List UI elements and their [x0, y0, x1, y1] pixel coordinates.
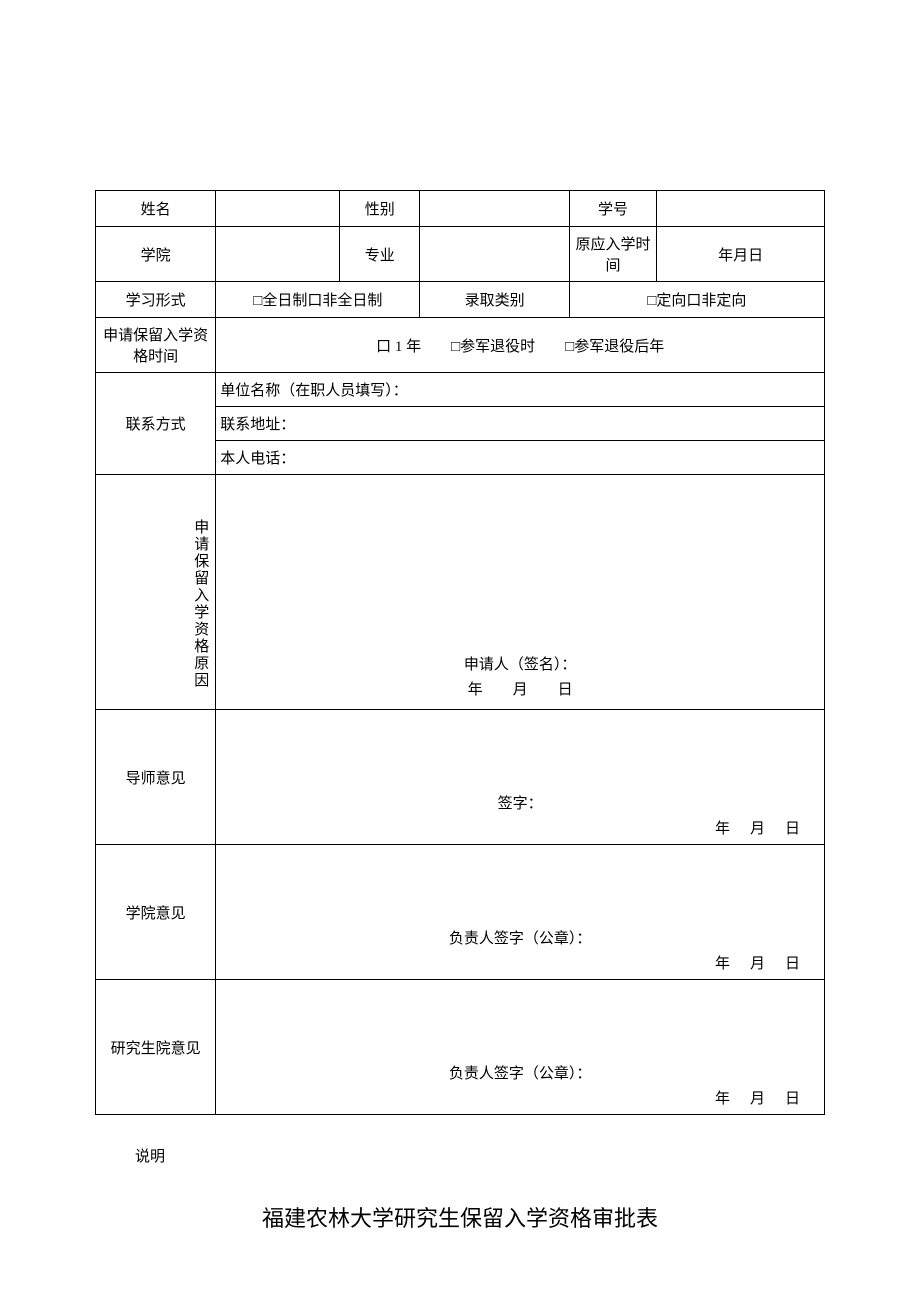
field-unit-name[interactable]: 单位名称（在职人员填写）：: [216, 373, 825, 407]
field-grad-opinion[interactable]: 负责人签字（公章）： 年月日: [216, 980, 825, 1115]
field-reason[interactable]: 申请人（签名）： 年 月 日: [216, 475, 825, 710]
form-title: 福建农林大学研究生保留入学资格审批表: [95, 1201, 825, 1233]
field-name[interactable]: [216, 191, 340, 227]
field-original-enroll[interactable]: 年月日: [657, 227, 825, 282]
field-address[interactable]: 联系地址：: [216, 407, 825, 441]
label-advisor-opinion: 导师意见: [96, 710, 216, 845]
grad-signature-label: 负责人签字（公章）：: [220, 1062, 820, 1083]
label-college-opinion: 学院意见: [96, 845, 216, 980]
label-study-form: 学习形式: [96, 282, 216, 318]
field-admission-cat[interactable]: □定向口非定向: [569, 282, 824, 318]
label-admission-cat: 录取类别: [420, 282, 569, 318]
field-advisor-opinion[interactable]: 签字： 年月日: [216, 710, 825, 845]
applicant-date: 年 月 日: [220, 678, 820, 699]
label-retain-time: 申请保留入学资格时间: [96, 318, 216, 373]
advisor-date: 年月日: [220, 817, 820, 838]
applicant-signature-label: 申请人（签名）：: [220, 653, 820, 674]
approval-form-table: 姓名 性别 学号 学院 专业 原应入学时间 年月日 学习形式 □全日制口非全日制…: [95, 190, 825, 1115]
label-student-id: 学号: [569, 191, 656, 227]
label-college: 学院: [96, 227, 216, 282]
field-phone[interactable]: 本人电话：: [216, 441, 825, 475]
label-reason: 申请保留入学资格原因: [96, 475, 216, 710]
field-major[interactable]: [420, 227, 569, 282]
field-college[interactable]: [216, 227, 340, 282]
field-college-opinion[interactable]: 负责人签字（公章）： 年月日: [216, 845, 825, 980]
field-retain-time[interactable]: 口 1 年 □参军退役时 □参军退役后年: [216, 318, 825, 373]
grad-date: 年月日: [220, 1087, 820, 1108]
label-contact: 联系方式: [96, 373, 216, 475]
field-gender[interactable]: [420, 191, 569, 227]
college-date: 年月日: [220, 952, 820, 973]
field-student-id[interactable]: [657, 191, 825, 227]
label-gender: 性别: [340, 191, 420, 227]
note-label: 说明: [135, 1145, 825, 1166]
label-original-enroll: 原应入学时间: [569, 227, 656, 282]
label-major: 专业: [340, 227, 420, 282]
label-grad-opinion: 研究生院意见: [96, 980, 216, 1115]
college-signature-label: 负责人签字（公章）：: [220, 927, 820, 948]
field-study-form[interactable]: □全日制口非全日制: [216, 282, 420, 318]
advisor-signature-label: 签字：: [220, 792, 820, 813]
label-name: 姓名: [96, 191, 216, 227]
